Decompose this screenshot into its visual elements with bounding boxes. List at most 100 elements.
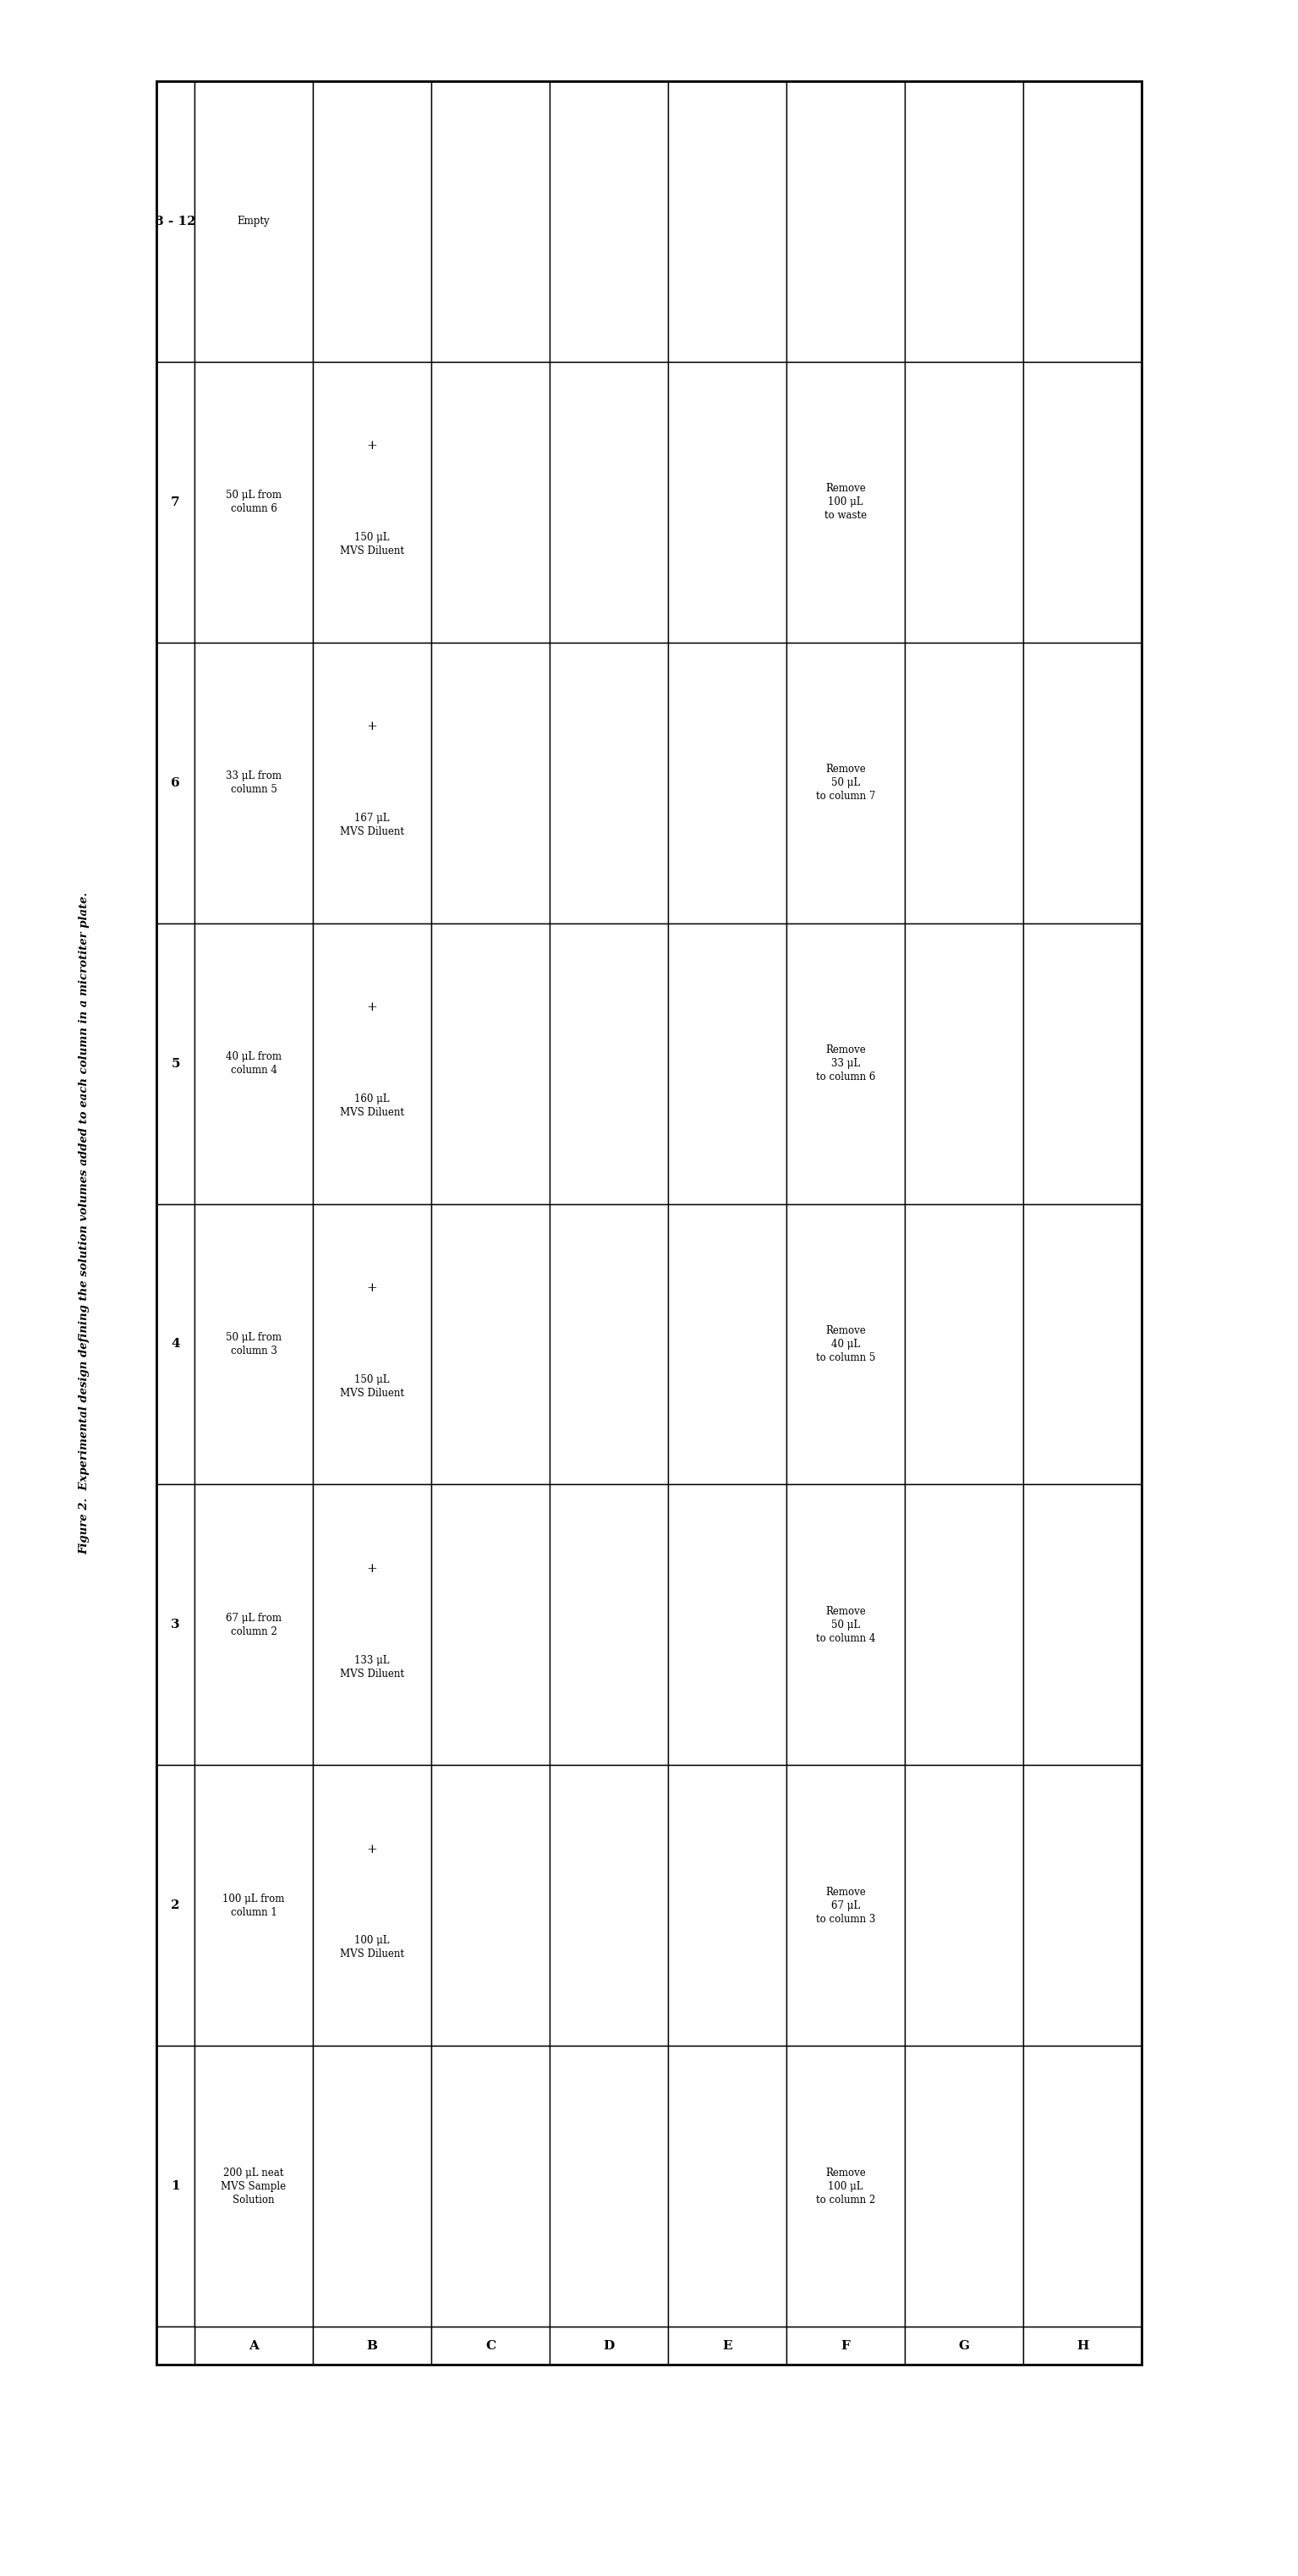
Bar <box>787 922 905 1203</box>
Bar <box>157 641 195 922</box>
Bar <box>905 361 1023 641</box>
Bar <box>313 641 431 922</box>
Text: 150 μL
MVS Diluent: 150 μL MVS Diluent <box>340 533 404 556</box>
Bar <box>157 922 195 1203</box>
Bar <box>313 2326 431 2365</box>
Text: 8 - 12: 8 - 12 <box>154 216 196 227</box>
Text: 200 μL neat
MVS Sample
Solution: 200 μL neat MVS Sample Solution <box>221 2166 287 2205</box>
Text: +: + <box>366 1564 378 1574</box>
Bar <box>157 361 195 641</box>
Bar <box>905 922 1023 1203</box>
Bar <box>549 641 668 922</box>
Text: 50 μL from
column 6: 50 μL from column 6 <box>226 489 282 515</box>
Bar <box>668 361 787 641</box>
Bar <box>787 641 905 922</box>
Text: +: + <box>366 721 378 732</box>
Bar <box>195 641 313 922</box>
Bar <box>157 82 1141 2365</box>
Bar <box>905 641 1023 922</box>
Text: G: G <box>958 2339 970 2352</box>
Bar <box>157 82 1141 2365</box>
Text: 2: 2 <box>171 1899 180 1911</box>
Bar <box>157 1203 195 1484</box>
Bar <box>313 2045 431 2326</box>
Bar <box>157 82 195 361</box>
Text: 100 μL from
column 1: 100 μL from column 1 <box>223 1893 284 1917</box>
Bar <box>905 82 1023 361</box>
Text: 7: 7 <box>171 497 180 507</box>
Bar <box>431 641 549 922</box>
Bar <box>157 1765 195 2045</box>
Text: 100 μL
MVS Diluent: 100 μL MVS Diluent <box>340 1935 404 1960</box>
Bar <box>195 2045 313 2326</box>
Bar <box>1023 2045 1141 2326</box>
Bar <box>549 1484 668 1765</box>
Bar <box>668 1484 787 1765</box>
Bar <box>668 2326 787 2365</box>
Bar <box>549 361 668 641</box>
Text: +: + <box>366 1844 378 1855</box>
Bar <box>905 2326 1023 2365</box>
Bar <box>787 1484 905 1765</box>
Bar <box>905 1484 1023 1765</box>
Text: +: + <box>366 1002 378 1012</box>
Text: 4: 4 <box>171 1340 180 1350</box>
Text: Remove
67 μL
to column 3: Remove 67 μL to column 3 <box>816 1886 875 1924</box>
Text: 40 μL from
column 4: 40 μL from column 4 <box>226 1051 282 1077</box>
Bar <box>313 1484 431 1765</box>
Bar <box>431 922 549 1203</box>
Text: B: B <box>366 2339 378 2352</box>
Bar <box>431 361 549 641</box>
Text: A: A <box>249 2339 258 2352</box>
Bar <box>431 1484 549 1765</box>
Bar <box>195 2326 313 2365</box>
Text: Remove
50 μL
to column 7: Remove 50 μL to column 7 <box>816 765 875 801</box>
Text: F: F <box>841 2339 850 2352</box>
Text: 133 μL
MVS Diluent: 133 μL MVS Diluent <box>340 1654 404 1680</box>
Bar <box>549 922 668 1203</box>
Text: 167 μL
MVS Diluent: 167 μL MVS Diluent <box>340 811 404 837</box>
Bar <box>157 1484 195 1765</box>
Bar <box>787 1203 905 1484</box>
Bar <box>195 1765 313 2045</box>
Text: +: + <box>366 440 378 451</box>
Bar <box>313 1203 431 1484</box>
Bar <box>549 1765 668 2045</box>
Bar <box>787 82 905 361</box>
Bar <box>1023 1484 1141 1765</box>
Text: 5: 5 <box>171 1059 180 1069</box>
Bar <box>195 361 313 641</box>
Text: Remove
50 μL
to column 4: Remove 50 μL to column 4 <box>816 1605 875 1643</box>
Bar <box>431 82 549 361</box>
Bar <box>787 2045 905 2326</box>
Bar <box>1023 922 1141 1203</box>
Bar <box>195 1203 313 1484</box>
Bar <box>195 1484 313 1765</box>
Bar <box>787 1765 905 2045</box>
Text: H: H <box>1076 2339 1089 2352</box>
Bar <box>313 361 431 641</box>
Bar <box>905 1765 1023 2045</box>
Text: 33 μL from
column 5: 33 μL from column 5 <box>226 770 282 796</box>
Bar <box>668 922 787 1203</box>
Text: D: D <box>604 2339 614 2352</box>
Bar <box>431 2045 549 2326</box>
Bar <box>787 2326 905 2365</box>
Text: 3: 3 <box>171 1618 180 1631</box>
Bar <box>1023 641 1141 922</box>
Text: 1: 1 <box>171 2179 180 2192</box>
Bar <box>905 2045 1023 2326</box>
Bar <box>668 2045 787 2326</box>
Bar <box>157 2045 195 2326</box>
Bar <box>431 1765 549 2045</box>
Bar <box>549 2326 668 2365</box>
Text: 160 μL
MVS Diluent: 160 μL MVS Diluent <box>340 1092 404 1118</box>
Bar <box>195 922 313 1203</box>
Bar <box>549 82 668 361</box>
Bar <box>787 361 905 641</box>
Bar <box>1023 1765 1141 2045</box>
Bar <box>668 641 787 922</box>
Bar <box>1023 361 1141 641</box>
Bar <box>313 1765 431 2045</box>
Bar <box>1023 2326 1141 2365</box>
